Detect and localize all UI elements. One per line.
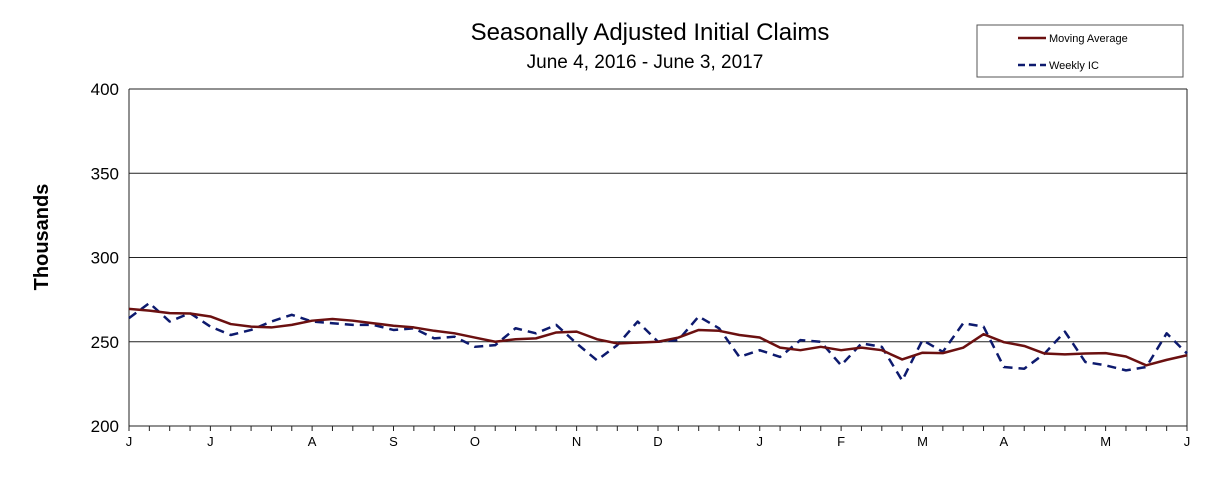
y-tick-label: 400 <box>91 80 119 99</box>
x-tick-label: A <box>1000 434 1009 449</box>
x-tick-label: A <box>308 434 317 449</box>
x-tick-label: M <box>1100 434 1111 449</box>
x-tick-label: J <box>126 434 133 449</box>
x-tick-label: S <box>389 434 398 449</box>
chart-subtitle: June 4, 2016 - June 3, 2017 <box>527 52 764 73</box>
x-tick-label: O <box>470 434 480 449</box>
x-tick-label: M <box>917 434 928 449</box>
x-tick-label: F <box>837 434 845 449</box>
x-tick-label: N <box>572 434 581 449</box>
chart-title: Seasonally Adjusted Initial Claims <box>471 19 830 46</box>
x-tick-label: D <box>653 434 662 449</box>
legend-label: Moving Average <box>1049 33 1128 45</box>
x-tick-label: J <box>1184 434 1191 449</box>
y-axis-label: Thousands <box>31 184 53 291</box>
y-tick-label: 200 <box>91 417 119 436</box>
y-tick-label: 300 <box>91 249 119 268</box>
legend-box <box>976 24 1184 78</box>
x-tick-label: J <box>207 434 214 449</box>
series-line <box>128 307 1188 367</box>
x-tick-label: J <box>756 434 763 449</box>
legend-label: Weekly IC <box>1049 60 1099 72</box>
y-tick-label: 250 <box>91 333 119 352</box>
y-tick-label: 350 <box>91 164 119 183</box>
